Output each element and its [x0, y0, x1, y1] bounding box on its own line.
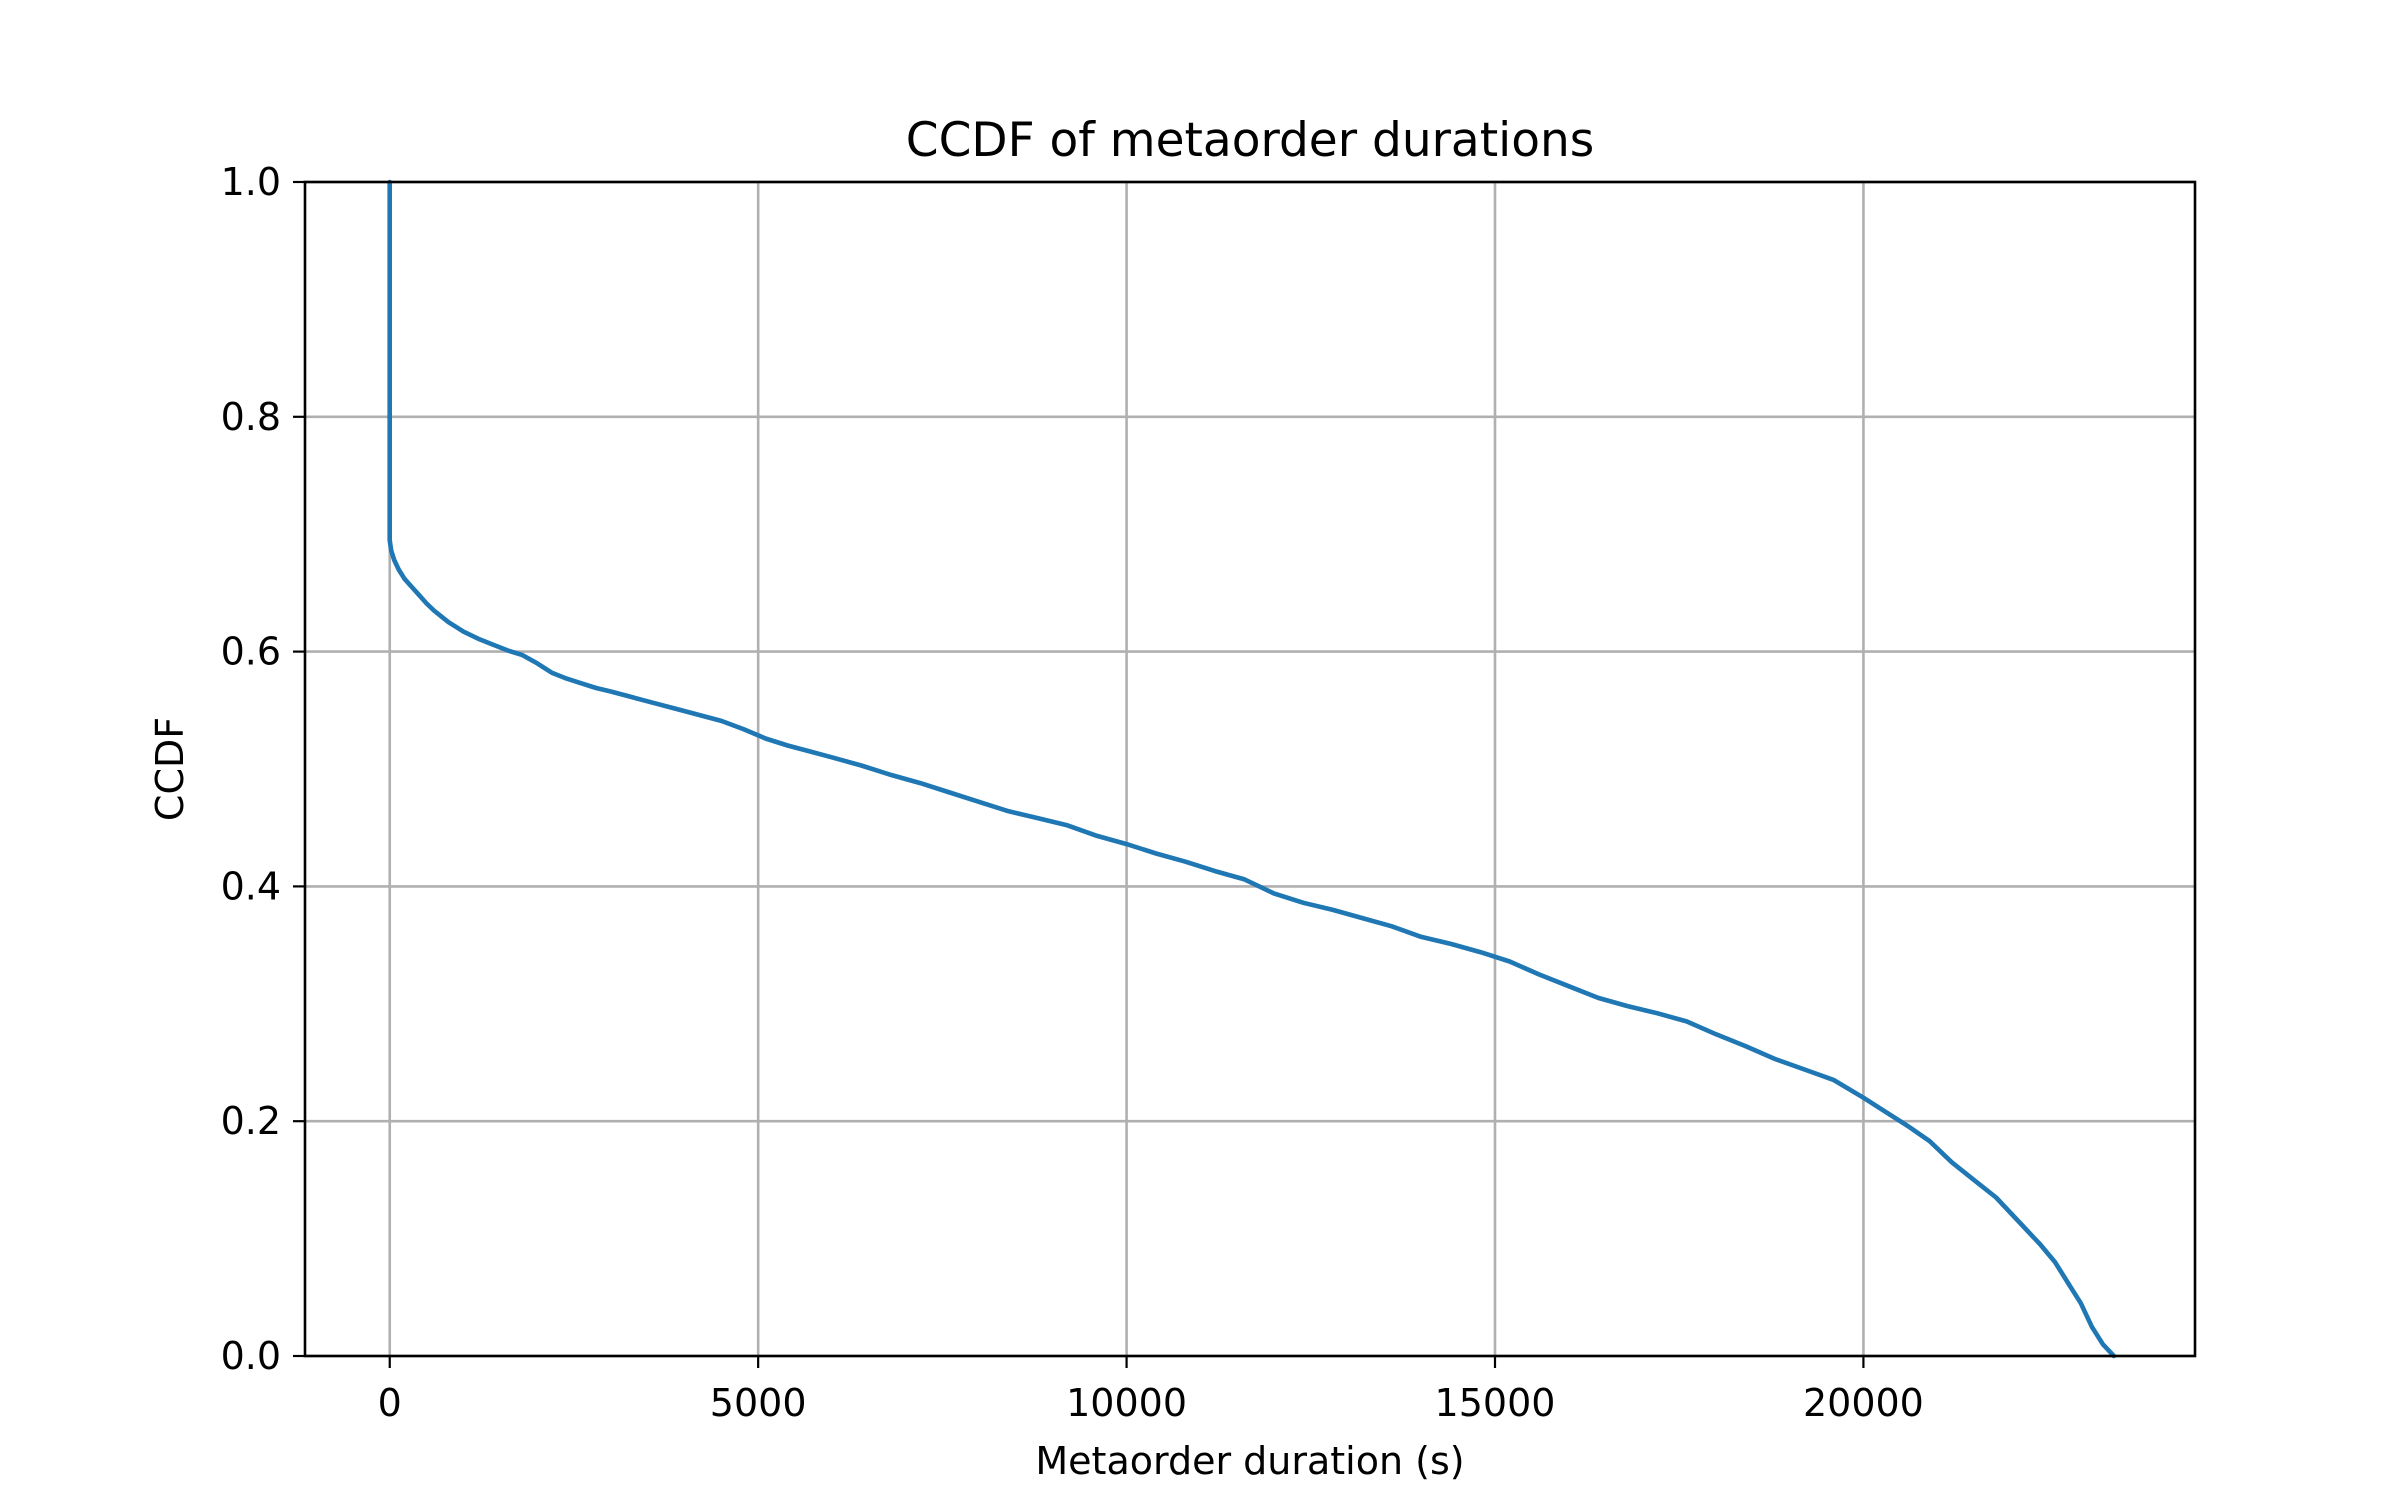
axes-frame [303, 180, 2197, 1358]
x-tick-label: 10000 [1066, 1381, 1187, 1425]
y-tick-label: 0.8 [221, 395, 281, 439]
y-tick-label: 0.4 [221, 864, 281, 908]
x-tick-label: 5000 [710, 1381, 807, 1425]
y-axis-label: CCDF [148, 717, 192, 821]
grid [305, 180, 2195, 1358]
chart-title: CCDF of metaorder durations [906, 113, 1595, 168]
y-tick-label: 0.2 [221, 1099, 281, 1143]
series-layer [387, 179, 2117, 1359]
y-tick-label: 1.0 [221, 160, 281, 204]
x-tick-label: 15000 [1435, 1381, 1556, 1425]
y-tick-label: 0.0 [221, 1334, 281, 1378]
ccdf-line [387, 179, 2117, 1359]
y-tick-label: 0.6 [221, 630, 281, 674]
x-axis-label: Metaorder duration (s) [1035, 1439, 1464, 1483]
ticks: 0 5000 10000 15000 20000 0.0 0.2 0.4 0.6 0.8 1.0 [221, 160, 1924, 1425]
x-tick-label: 20000 [1803, 1381, 1924, 1425]
x-tick-label: 0 [378, 1381, 402, 1425]
